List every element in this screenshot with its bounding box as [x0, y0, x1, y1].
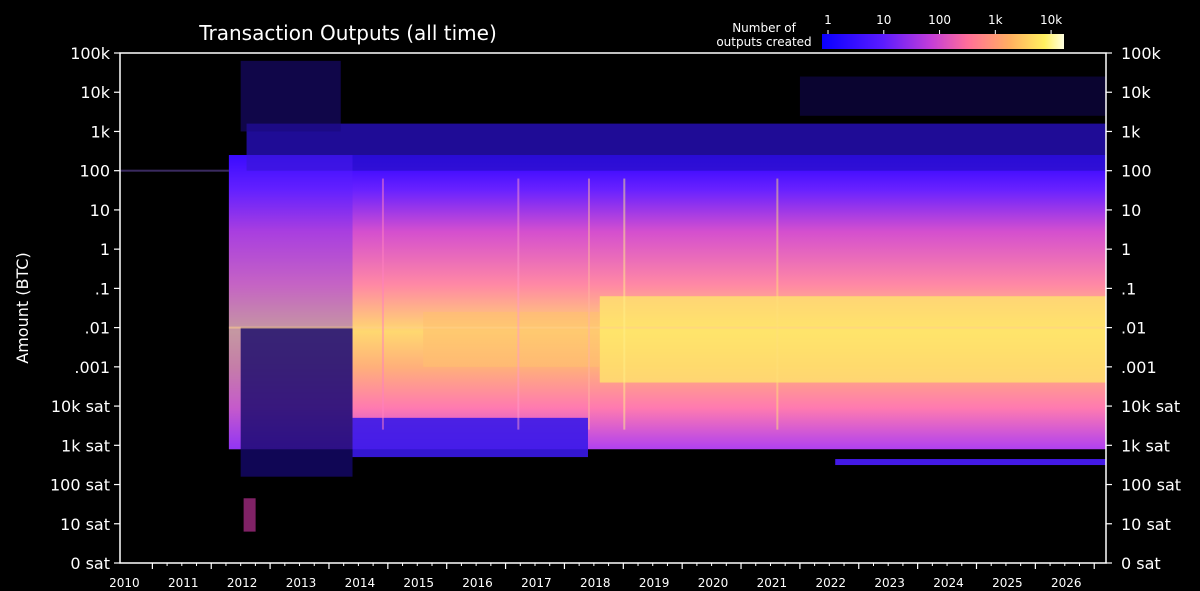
y-tick-label-right: 0 sat [1121, 554, 1161, 573]
vertical-streak [517, 178, 520, 430]
early-line [120, 169, 229, 172]
colorbar-label-line1: Number of [732, 21, 796, 35]
y-tick-label-right: 10 sat [1121, 515, 1171, 534]
y-tick-label-right: 100 [1121, 162, 1152, 181]
vertical-streak [587, 178, 590, 430]
x-tick-label: 2025 [992, 576, 1023, 590]
x-tick-label: 2014 [345, 576, 376, 590]
y-tick-label-right: 1k sat [1121, 436, 1170, 455]
x-tick-label: 2017 [521, 576, 552, 590]
x-tick-label: 2013 [286, 576, 317, 590]
y-tick-label-right: 10k sat [1121, 397, 1180, 416]
y-tick-label: .1 [95, 279, 110, 298]
y-tick-label-right: 10 [1121, 201, 1141, 220]
colorbar-tick-label: 10k [1040, 13, 1062, 27]
y-tick-label: 100 [79, 162, 110, 181]
y-tick-label-right: .001 [1121, 358, 1157, 377]
y-axis-left: 100k 10k 1k 100 10 1 .1 .01 .001 10k sat 1k sat 100… [50, 44, 120, 573]
line-0.01 [228, 326, 1106, 329]
x-tick-label: 2016 [462, 576, 493, 590]
dust-strip [835, 459, 1106, 466]
y-tick-label-right: 10k [1121, 83, 1151, 102]
y-tick-label-right: 1 [1121, 240, 1131, 259]
y-tick-label: 1k [91, 122, 111, 141]
x-tick-label: 2011 [168, 576, 199, 590]
y-tick-label: 10k sat [51, 397, 110, 416]
x-tick-label: 2022 [815, 576, 846, 590]
upper-fringe [246, 123, 1107, 171]
vertical-streak [623, 178, 626, 430]
colorbar-gradient [822, 34, 1064, 49]
top-sparse-late [799, 76, 1106, 116]
chart-title: Transaction Outputs (all time) [198, 21, 497, 45]
y-tick-label: .01 [85, 319, 110, 338]
x-tick-label: 2018 [580, 576, 611, 590]
x-tick-label: 2024 [933, 576, 964, 590]
y-tick-label-right: 100k [1121, 44, 1162, 63]
colorbar-tick-label: 10 [876, 13, 891, 27]
colorbar: Number of outputs created 1 10 100 1k 10k [716, 13, 1064, 49]
x-axis: 2010 2011 2012 2013 2014 2015 2016 2017 2018 2019… [109, 563, 1095, 590]
colorbar-tick-label: 100 [928, 13, 951, 27]
colorbar-tick-label: 1k [988, 13, 1003, 27]
x-tick-label: 2020 [698, 576, 729, 590]
y-tick-label: 100 sat [50, 476, 110, 495]
x-tick-label: 2021 [757, 576, 788, 590]
y-tick-label: 10k [80, 83, 110, 102]
y-axis-label: Amount (BTC) [13, 252, 32, 363]
vertical-streak [776, 178, 779, 430]
colorbar-tick-label: 1 [824, 13, 832, 27]
y-tick-label: .001 [74, 358, 110, 377]
x-tick-label: 2015 [403, 576, 434, 590]
y-tick-label-right: 1k [1121, 122, 1141, 141]
y-tick-label-right: .1 [1121, 279, 1136, 298]
y-tick-label-right: .01 [1121, 319, 1146, 338]
low-patch [243, 498, 256, 532]
y-tick-label: 0 sat [70, 554, 110, 573]
y-axis-right: 100k 10k 1k 100 10 1 .1 .01 .001 10k sat 1k sat 100… [1106, 44, 1181, 573]
y-tick-label: 10 [90, 201, 110, 220]
y-tick-label: 1k sat [61, 436, 110, 455]
x-tick-label: 2026 [1051, 576, 1082, 590]
plot-frame [119, 52, 1107, 564]
top-sparse [240, 60, 341, 132]
lower-blue-block [352, 417, 588, 458]
early-lower-region [240, 327, 353, 477]
vertical-streak [381, 178, 384, 430]
x-tick-label: 2019 [639, 576, 670, 590]
y-tick-label-right: 100 sat [1121, 476, 1181, 495]
y-tick-label: 1 [100, 240, 110, 259]
bright-core [599, 296, 1106, 383]
x-tick-label: 2010 [109, 576, 140, 590]
mid-core [423, 311, 600, 367]
y-tick-label: 100k [70, 44, 111, 63]
x-tick-label: 2012 [227, 576, 258, 590]
colorbar-label-line2: outputs created [716, 35, 811, 49]
y-tick-label: 10 sat [60, 515, 110, 534]
x-tick-label: 2023 [874, 576, 905, 590]
plot-area [119, 52, 1107, 564]
heatmap-layer [120, 60, 1107, 532]
